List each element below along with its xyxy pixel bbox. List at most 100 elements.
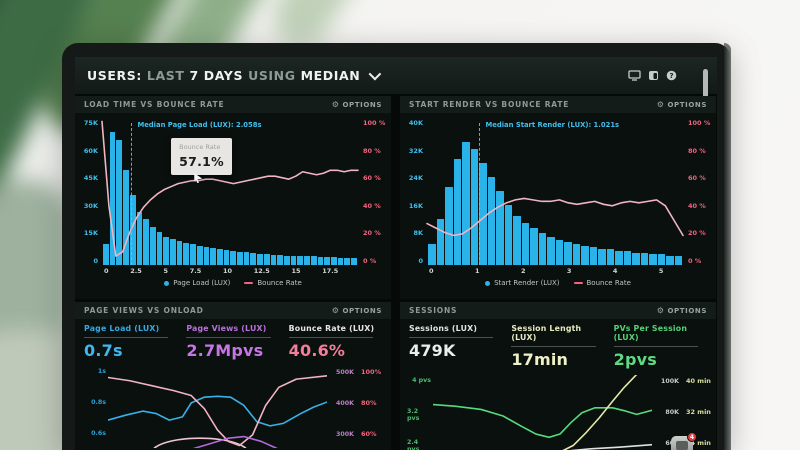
histogram-bar[interactable]: [290, 255, 297, 265]
histogram-bar[interactable]: [564, 242, 572, 265]
histogram-bar[interactable]: [428, 243, 436, 265]
histogram-bar[interactable]: [170, 239, 176, 265]
histogram-bar[interactable]: [210, 247, 216, 265]
histogram-bar[interactable]: [196, 246, 203, 265]
histogram-bar[interactable]: [470, 148, 478, 265]
options-button[interactable]: ⚙ OPTIONS: [657, 306, 707, 315]
histogram-bars: [427, 117, 683, 265]
axis-tick-row: 500K 100%: [332, 368, 387, 376]
histogram-bar[interactable]: [547, 236, 555, 265]
histogram-bar[interactable]: [581, 245, 589, 265]
histogram-bar[interactable]: [589, 247, 597, 265]
tooltip-value: 57.1%: [179, 154, 224, 170]
histogram-bar[interactable]: [156, 231, 163, 265]
histogram-bar[interactable]: [163, 236, 170, 265]
histogram-bar[interactable]: [351, 258, 357, 265]
metric-summary-row: Page Load (LUX) 0.7s Page Views (LUX) 2.…: [75, 319, 391, 360]
histogram-bar[interactable]: [216, 248, 223, 265]
histogram-bar[interactable]: [237, 251, 243, 265]
histogram-bar[interactable]: [337, 258, 344, 265]
metric-sessions: Sessions (LUX) 479K: [409, 324, 511, 369]
histogram-bar[interactable]: [657, 254, 665, 265]
histogram-bar[interactable]: [538, 233, 546, 265]
axis-tick-label: 0 %: [688, 256, 702, 265]
histogram-bar[interactable]: [530, 228, 538, 265]
axis-tick-label: 45K: [83, 174, 98, 183]
histogram-bar[interactable]: [496, 191, 504, 265]
histogram-bar[interactable]: [606, 249, 614, 265]
histogram-bar[interactable]: [270, 254, 277, 265]
metric-underline: [613, 346, 698, 347]
histogram-bar[interactable]: [176, 241, 183, 265]
histogram-bar[interactable]: [344, 258, 351, 265]
histogram-bar[interactable]: [632, 252, 640, 265]
histogram-bar[interactable]: [263, 253, 270, 265]
histogram-bar[interactable]: [129, 194, 136, 265]
histogram-bar[interactable]: [521, 222, 529, 265]
histogram-bar[interactable]: [674, 256, 682, 265]
metric-bounce-rate: Bounce Rate (LUX) 40.6%: [288, 324, 391, 360]
histogram-bar[interactable]: [649, 254, 657, 265]
panel-title: LOAD TIME VS BOUNCE RATE: [84, 100, 225, 109]
legend-bounce-rate[interactable]: Bounce Rate: [573, 279, 631, 287]
histogram-bar[interactable]: [513, 215, 521, 265]
histogram-bar[interactable]: [304, 256, 310, 265]
chat-widget-button[interactable]: 4: [671, 432, 697, 450]
histogram-bar[interactable]: [330, 257, 337, 265]
histogram-bar[interactable]: [283, 255, 290, 265]
histogram-bar[interactable]: [243, 251, 250, 265]
histogram-bar[interactable]: [462, 141, 470, 265]
legend-start-render[interactable]: Start Render (LUX): [485, 279, 560, 287]
mobile-device-icon[interactable]: [648, 70, 659, 81]
histogram-bar[interactable]: [324, 257, 330, 265]
histogram-bar[interactable]: [436, 219, 444, 265]
axis-tick-label: 40K: [408, 119, 423, 127]
histogram-bar[interactable]: [598, 249, 606, 265]
histogram-bar[interactable]: [504, 205, 512, 265]
histogram-bar[interactable]: [623, 250, 631, 265]
histogram-bar[interactable]: [190, 244, 196, 265]
histogram-bar[interactable]: [123, 170, 129, 265]
histogram-bar[interactable]: [310, 256, 317, 265]
histogram-bar[interactable]: [297, 255, 304, 265]
histogram-bar[interactable]: [136, 211, 143, 265]
histogram-bar[interactable]: [640, 252, 648, 265]
histogram-bar[interactable]: [103, 244, 109, 265]
legend-page-load[interactable]: Page Load (LUX): [164, 279, 230, 287]
histogram-bar[interactable]: [149, 227, 156, 265]
histogram-bar[interactable]: [453, 159, 461, 265]
metric-label: Bounce Rate (LUX): [288, 324, 375, 333]
axis-tick-label: 32K: [408, 146, 423, 155]
histogram-bar[interactable]: [317, 257, 324, 265]
histogram-bar[interactable]: [230, 250, 237, 265]
histogram-bar[interactable]: [203, 246, 210, 265]
date-range-dropdown[interactable]: USERS: LAST 7 DAYS USING MEDIAN: [87, 67, 382, 83]
histogram-bar[interactable]: [109, 132, 116, 265]
median-label: MEDIAN: [300, 68, 361, 83]
histogram-bar[interactable]: [555, 240, 563, 265]
histogram-bar[interactable]: [277, 254, 283, 265]
notification-badge: 4: [687, 432, 697, 442]
axis-tick-label: 0.6s: [91, 430, 106, 438]
desktop-device-icon[interactable]: [628, 70, 641, 81]
histogram-bar[interactable]: [257, 253, 263, 265]
options-button[interactable]: ⚙ OPTIONS: [332, 100, 382, 109]
histogram-bar[interactable]: [143, 219, 149, 265]
histogram-bar[interactable]: [666, 256, 674, 265]
options-button[interactable]: ⚙ OPTIONS: [657, 100, 707, 109]
y-axis-left: 1s 0.8s 0.6s: [82, 364, 106, 450]
options-button[interactable]: ⚙ OPTIONS: [332, 306, 382, 315]
median-marker-line: [131, 123, 133, 265]
histogram-bar[interactable]: [250, 252, 257, 265]
histogram-bar[interactable]: [487, 176, 495, 265]
histogram-bar[interactable]: [615, 250, 623, 265]
histogram-bar[interactable]: [479, 162, 487, 265]
histogram-bar[interactable]: [223, 249, 230, 265]
histogram-bar[interactable]: [445, 187, 453, 265]
histogram-bar[interactable]: [183, 243, 190, 265]
histogram-bar[interactable]: [572, 243, 580, 265]
help-icon[interactable]: ?: [666, 70, 677, 81]
legend-bounce-rate[interactable]: Bounce Rate: [244, 279, 302, 287]
histogram-bar[interactable]: [116, 139, 123, 265]
axis-tick-label: 3: [566, 267, 572, 275]
